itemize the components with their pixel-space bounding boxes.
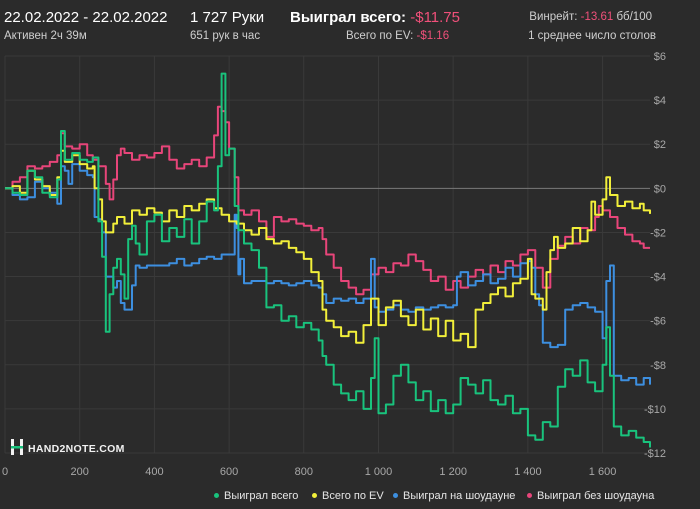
y-tick-label: -$10 bbox=[644, 404, 666, 416]
x-tick-label: 0 bbox=[2, 466, 8, 478]
winrate-unit: бб/100 bbox=[616, 11, 652, 23]
y-tick-label: $6 bbox=[654, 51, 666, 63]
y-tick-label: -$2 bbox=[650, 227, 666, 239]
y-tick-label: -$8 bbox=[650, 360, 666, 372]
y-tick-label: -$4 bbox=[650, 272, 666, 284]
hand2note-logo-text: HAND2NOTE.COM bbox=[28, 443, 125, 455]
legend-dot-won-total bbox=[214, 493, 219, 498]
series-line-2 bbox=[5, 163, 651, 386]
date-range: 22.02.2022 - 22.02.2022 bbox=[4, 9, 168, 26]
active-time: Активен 2ч 39м bbox=[4, 30, 87, 42]
legend-dot-showdown bbox=[393, 493, 398, 498]
y-tick-label: $4 bbox=[654, 95, 666, 107]
ev-label: Всего по EV: bbox=[346, 30, 414, 42]
won-total: Выиграл всего: -$11.75 bbox=[290, 9, 460, 26]
hand2note-logo: HAND2NOTE.COM bbox=[10, 438, 125, 456]
legend-dot-ev bbox=[312, 493, 317, 498]
x-tick-label: 800 bbox=[295, 466, 313, 478]
winrate-value: -13.61 bbox=[580, 11, 614, 23]
x-tick-label: 1 400 bbox=[514, 466, 542, 478]
series-layer bbox=[5, 72, 651, 448]
series-line-3 bbox=[5, 105, 650, 296]
x-tick-label: 200 bbox=[71, 466, 89, 478]
ev-total: Всего по EV: -$1.16 bbox=[346, 30, 449, 42]
hand2note-logo-icon bbox=[11, 439, 23, 455]
won-total-label: Выиграл всего: bbox=[290, 9, 407, 26]
x-tick-label: 1 600 bbox=[589, 466, 617, 478]
won-total-value: -$11.75 bbox=[410, 9, 460, 26]
y-axis-ticks: $6 $4 $2 $0 -$2 -$4 -$6 -$8 -$10 -$12 bbox=[644, 51, 666, 460]
legend: Выиграл всего Всего по EV Выиграл на шоу… bbox=[0, 490, 700, 506]
y-tick-label: -$6 bbox=[650, 316, 666, 328]
x-tick-label: 600 bbox=[220, 466, 238, 478]
legend-label-ev: Всего по EV bbox=[322, 490, 384, 502]
legend-item-showdown[interactable]: Выиграл на шоудауне bbox=[393, 490, 515, 502]
x-tick-label: 1 200 bbox=[439, 466, 467, 478]
x-axis-ticks: 0 200 400 600 800 1 000 1 200 1 400 1 600 bbox=[2, 466, 616, 478]
legend-item-ev[interactable]: Всего по EV bbox=[312, 490, 384, 502]
legend-label-showdown: Выиграл на шоудауне bbox=[403, 490, 516, 502]
series-line-1 bbox=[5, 149, 651, 349]
legend-label-non-showdown: Выиграл без шоудауна bbox=[537, 490, 655, 502]
hands-per-hour: 651 рук в час bbox=[190, 30, 261, 42]
avg-tables: 1 среднее число столов bbox=[528, 30, 656, 42]
winrate-label: Винрейт: bbox=[529, 11, 578, 23]
x-tick-label: 400 bbox=[145, 466, 163, 478]
legend-item-won-total[interactable]: Выиграл всего bbox=[214, 490, 298, 502]
winrate: Винрейт: -13.61 бб/100 bbox=[529, 11, 652, 23]
y-tick-label: $2 bbox=[654, 139, 666, 151]
series-line-0 bbox=[5, 72, 651, 448]
y-tick-label: $0 bbox=[654, 183, 666, 195]
y-tick-label: -$12 bbox=[644, 448, 666, 460]
legend-item-non-showdown[interactable]: Выиграл без шоудауна bbox=[527, 490, 654, 502]
ev-value: -$1.16 bbox=[416, 30, 450, 42]
legend-dot-non-showdown bbox=[527, 493, 532, 498]
legend-label-won-total: Выиграл всего bbox=[224, 490, 299, 502]
hands-count: 1 727 Руки bbox=[190, 9, 265, 26]
x-tick-label: 1 000 bbox=[365, 466, 393, 478]
